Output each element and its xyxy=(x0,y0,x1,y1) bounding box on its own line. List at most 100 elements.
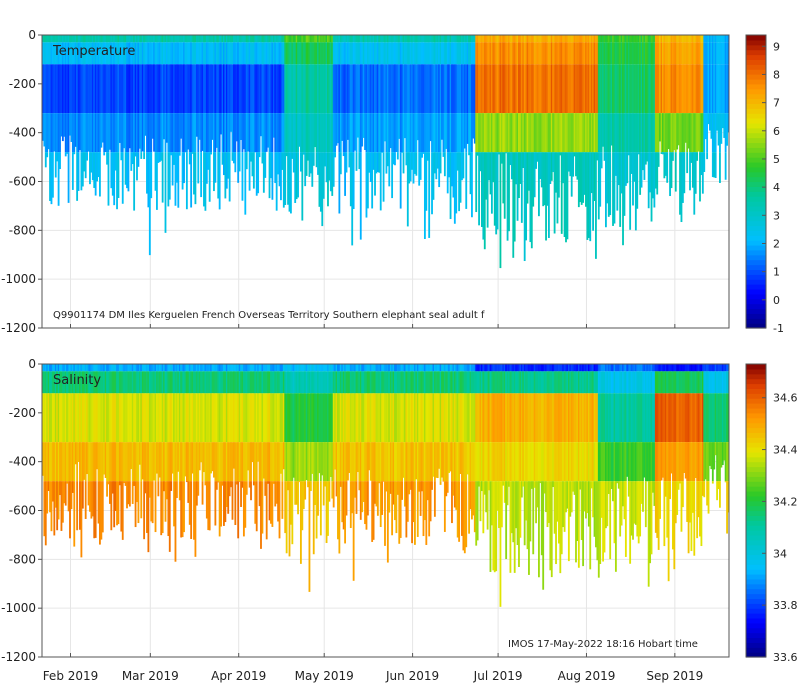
profile-cell xyxy=(280,64,282,114)
profile-cell xyxy=(423,42,426,65)
profile-column xyxy=(274,364,277,507)
profile-cell xyxy=(445,42,448,65)
profile-column xyxy=(664,35,667,176)
profile-cell xyxy=(220,442,222,482)
profile-cell xyxy=(252,393,255,443)
profile-cell xyxy=(379,481,382,528)
profile-cell xyxy=(215,371,218,394)
profile-cell xyxy=(232,364,235,372)
profile-cell xyxy=(619,152,622,227)
profile-cell xyxy=(268,64,271,114)
profile-column xyxy=(247,35,250,152)
profile-column xyxy=(388,364,391,513)
profile-cell xyxy=(260,113,262,137)
profile-cell xyxy=(456,113,459,153)
profile-cell xyxy=(374,152,376,196)
profile-cell xyxy=(160,371,163,394)
profile-cell xyxy=(308,113,311,153)
profile-cell xyxy=(84,113,87,153)
profile-cell xyxy=(177,371,180,394)
profile-cell xyxy=(689,64,691,114)
profile-cell xyxy=(198,371,201,394)
profile-cell xyxy=(198,64,201,114)
profile-cell xyxy=(282,152,285,208)
profile-column xyxy=(633,35,636,182)
profile-cell xyxy=(278,64,281,114)
profile-cell xyxy=(237,35,240,43)
profile-cell xyxy=(376,64,379,114)
profile-cell xyxy=(314,35,317,43)
profile-cell xyxy=(108,35,111,43)
profile-cell xyxy=(157,364,160,372)
profile-cell xyxy=(140,393,143,443)
profile-cell xyxy=(374,364,376,372)
profile-cell xyxy=(128,364,131,372)
profile-cell xyxy=(191,442,194,474)
profile-cell xyxy=(321,371,324,394)
profile-cell xyxy=(472,364,475,372)
profile-cell xyxy=(666,113,669,153)
profile-cell xyxy=(43,35,46,43)
profile-cell xyxy=(93,481,96,539)
profile-cell xyxy=(714,64,717,114)
profile-cell xyxy=(679,152,681,215)
profile-cell xyxy=(405,371,408,394)
profile-cell xyxy=(613,152,616,224)
profile-column xyxy=(156,35,158,210)
profile-cell xyxy=(319,42,322,65)
profile-cell xyxy=(495,35,498,43)
profile-cell xyxy=(593,35,596,43)
profile-cell xyxy=(56,113,59,153)
profile-cell xyxy=(144,113,147,136)
profile-cell xyxy=(84,42,87,65)
profile-cell xyxy=(201,393,204,443)
profile-cell xyxy=(653,42,656,65)
profile-cell xyxy=(292,113,295,153)
profile-column xyxy=(597,35,600,220)
profile-cell xyxy=(170,371,173,394)
profile-cell xyxy=(421,42,423,65)
profile-cell xyxy=(416,35,419,43)
profile-cell xyxy=(99,35,101,43)
profile-cell xyxy=(707,113,710,125)
profile-cell xyxy=(57,42,60,65)
colorbar-swatch xyxy=(746,35,766,41)
profile-column xyxy=(351,35,354,246)
profile-column xyxy=(184,35,187,153)
profile-column xyxy=(596,35,599,161)
profile-cell xyxy=(704,113,707,140)
profile-cell xyxy=(49,113,51,153)
profile-cell xyxy=(656,64,659,114)
profile-cell xyxy=(134,481,137,528)
profile-cell xyxy=(351,481,354,514)
profile-cell xyxy=(391,152,394,199)
profile-cell xyxy=(529,442,532,482)
profile-cell xyxy=(77,42,80,65)
profile-cell xyxy=(498,371,500,394)
profile-cell xyxy=(255,113,258,153)
profile-cell xyxy=(505,64,508,114)
profile-cell xyxy=(205,481,208,519)
profile-cell xyxy=(242,35,245,43)
profile-column xyxy=(502,35,505,204)
profile-cell xyxy=(180,364,183,372)
profile-cell xyxy=(468,113,470,153)
profile-cell xyxy=(711,152,714,178)
profile-column xyxy=(411,35,413,170)
profile-cell xyxy=(86,113,89,153)
profile-cell xyxy=(535,442,537,482)
profile-cell xyxy=(197,64,200,114)
profile-cell xyxy=(272,113,275,138)
profile-cell xyxy=(445,442,448,482)
profile-cell xyxy=(99,113,101,153)
profile-cell xyxy=(395,393,398,443)
profile-cell xyxy=(309,442,312,482)
profile-cell xyxy=(503,393,506,443)
profile-cell xyxy=(404,481,406,507)
profile-column xyxy=(171,364,174,474)
profile-cell xyxy=(208,442,211,482)
profile-cell xyxy=(100,442,103,482)
profile-cell xyxy=(557,42,560,65)
profile-cell xyxy=(485,364,488,372)
profile-cell xyxy=(224,371,227,394)
